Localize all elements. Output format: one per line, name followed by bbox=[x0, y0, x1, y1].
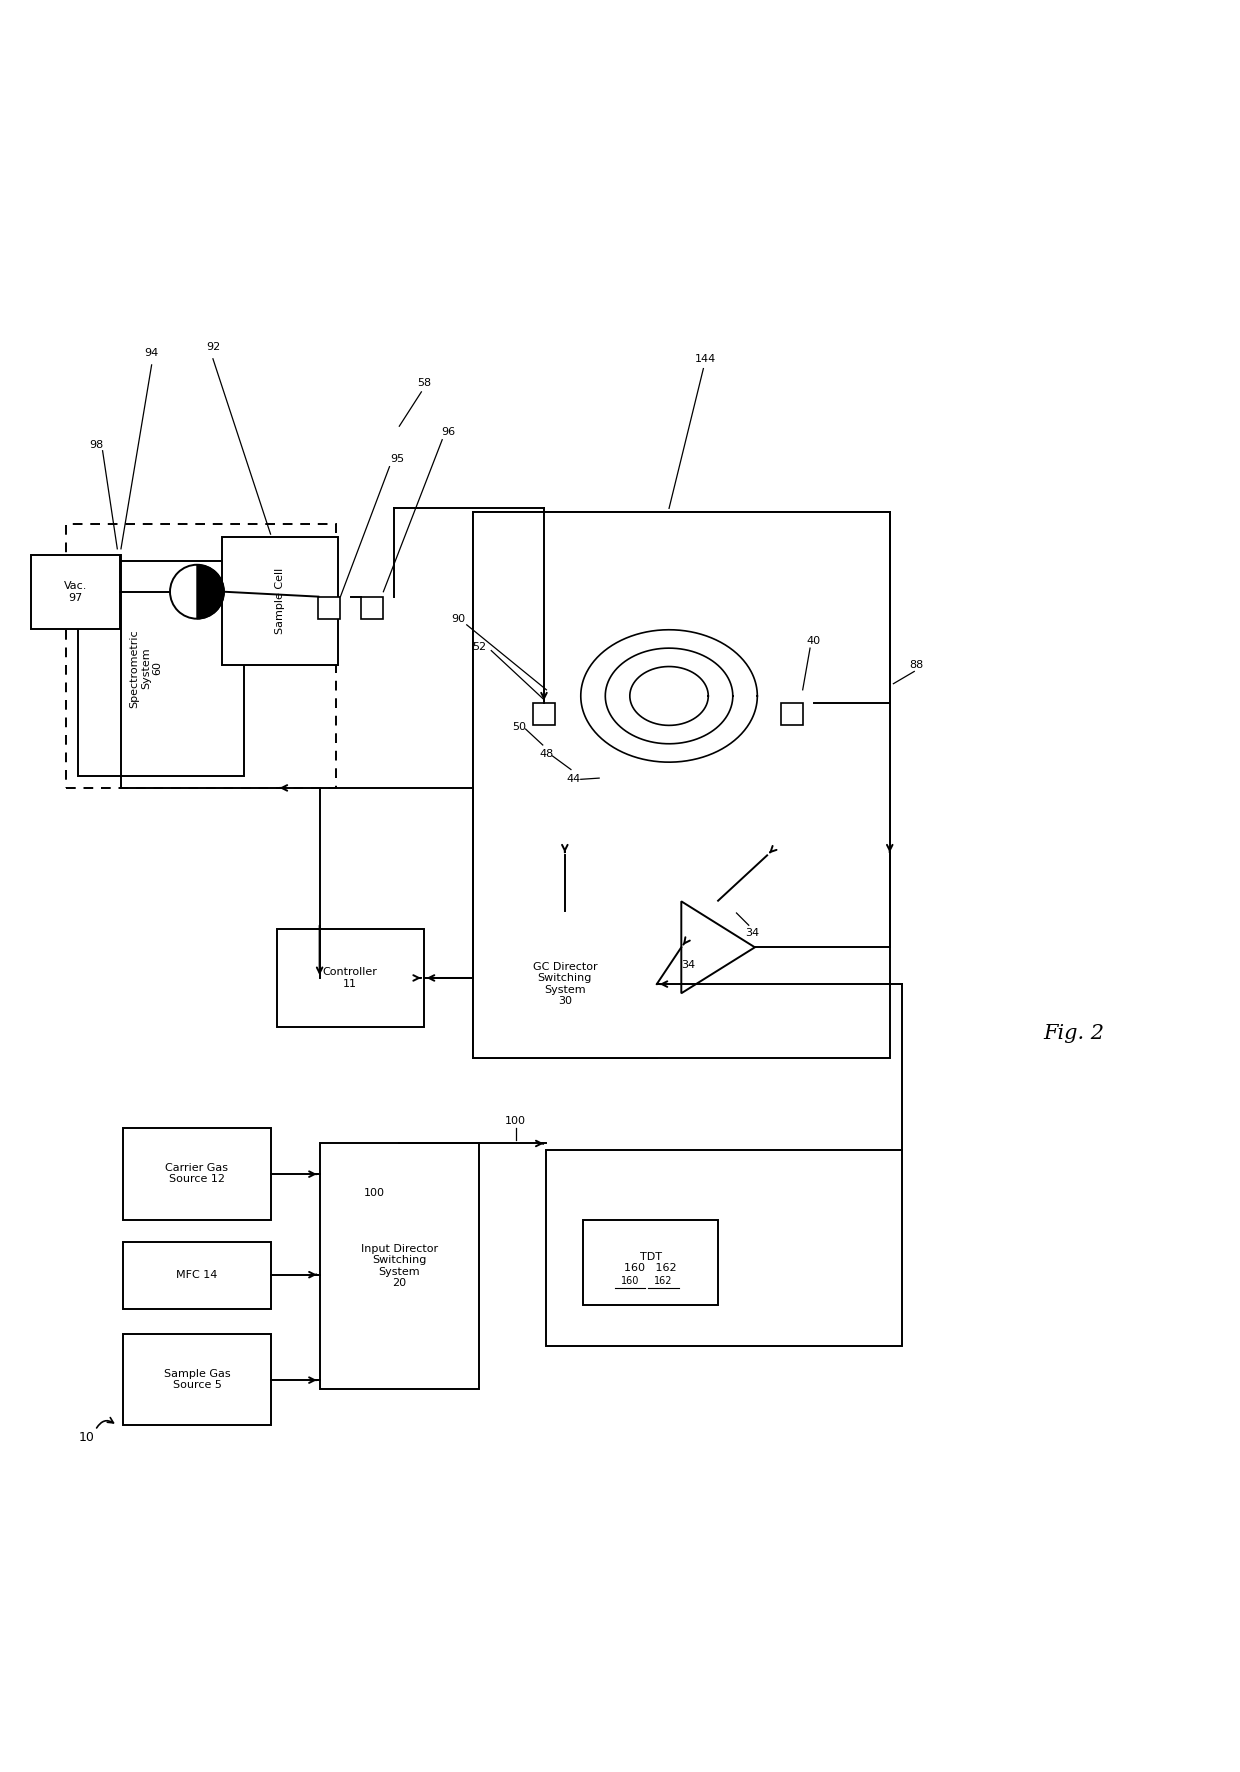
Bar bbox=[472, 512, 890, 1058]
Bar bbox=[277, 929, 424, 1028]
Text: Sample Gas
Source 5: Sample Gas Source 5 bbox=[164, 1368, 231, 1391]
Text: 160: 160 bbox=[621, 1276, 639, 1286]
Bar bbox=[222, 537, 339, 664]
Wedge shape bbox=[197, 565, 224, 618]
Text: 92: 92 bbox=[206, 342, 219, 351]
Text: 58: 58 bbox=[417, 377, 430, 388]
Bar bbox=[491, 525, 872, 836]
Text: 40: 40 bbox=[807, 636, 821, 645]
Bar bbox=[320, 1143, 479, 1389]
Text: 44: 44 bbox=[567, 774, 580, 785]
Bar bbox=[547, 1150, 901, 1345]
Bar bbox=[124, 1334, 270, 1425]
Text: 10: 10 bbox=[78, 1432, 94, 1444]
Bar bbox=[31, 555, 120, 629]
Bar bbox=[319, 597, 341, 618]
Bar bbox=[583, 1219, 718, 1306]
Bar bbox=[516, 542, 847, 819]
Bar bbox=[533, 703, 556, 725]
Text: 96: 96 bbox=[441, 427, 455, 438]
Text: GC Director
Switching
System
30: GC Director Switching System 30 bbox=[532, 962, 598, 1006]
Bar bbox=[66, 525, 336, 789]
Text: 34: 34 bbox=[681, 960, 696, 969]
Text: MFC 14: MFC 14 bbox=[176, 1271, 218, 1281]
Text: Carrier Gas
Source 12: Carrier Gas Source 12 bbox=[165, 1162, 228, 1184]
Bar bbox=[361, 597, 383, 618]
Bar bbox=[124, 1242, 270, 1310]
Text: Controller
11: Controller 11 bbox=[322, 968, 378, 989]
Bar bbox=[472, 512, 890, 856]
Text: Sample Cell: Sample Cell bbox=[275, 567, 285, 634]
Bar bbox=[78, 562, 243, 776]
Bar bbox=[781, 703, 802, 725]
Text: Vac.
97: Vac. 97 bbox=[64, 581, 87, 602]
Text: TDT
160   162: TDT 160 162 bbox=[625, 1251, 677, 1274]
Text: 34: 34 bbox=[745, 927, 759, 937]
Text: 100: 100 bbox=[505, 1116, 526, 1127]
Text: Input Director
Switching
System
20: Input Director Switching System 20 bbox=[361, 1244, 438, 1288]
Text: 95: 95 bbox=[389, 454, 404, 464]
Text: 48: 48 bbox=[539, 748, 553, 758]
Text: 88: 88 bbox=[910, 661, 924, 670]
Text: 162: 162 bbox=[653, 1276, 672, 1286]
Text: 144: 144 bbox=[696, 354, 717, 363]
Text: 98: 98 bbox=[89, 439, 104, 450]
Text: Spectrometric
System
60: Spectrometric System 60 bbox=[129, 629, 162, 707]
Text: 50: 50 bbox=[512, 721, 527, 732]
Text: Fig. 2: Fig. 2 bbox=[1043, 1024, 1104, 1042]
Text: 52: 52 bbox=[472, 641, 486, 652]
Text: 94: 94 bbox=[145, 347, 159, 358]
Bar bbox=[472, 911, 657, 1058]
Text: 90: 90 bbox=[451, 613, 465, 624]
Text: 100: 100 bbox=[365, 1187, 386, 1198]
Bar bbox=[124, 1127, 270, 1219]
